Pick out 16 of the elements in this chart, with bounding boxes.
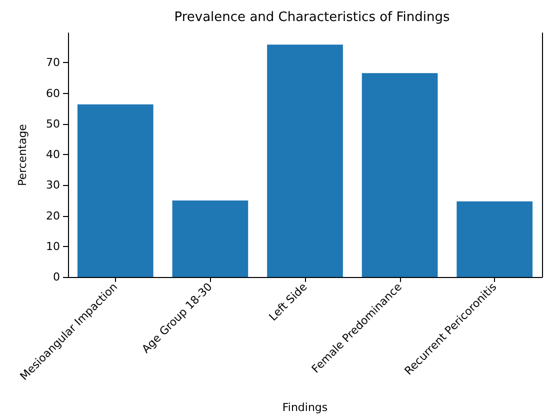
x-axis-title: Findings <box>282 401 328 414</box>
bar <box>77 104 154 277</box>
y-tick-label: 60 <box>46 86 60 100</box>
bar <box>456 201 533 277</box>
y-tick-label: 70 <box>46 56 60 70</box>
y-axis-title: Percentage <box>16 124 29 186</box>
y-tick-label: 0 <box>53 270 60 284</box>
y-tick-label: 30 <box>46 178 60 192</box>
y-tick-label: 50 <box>46 117 60 130</box>
bar <box>267 44 343 277</box>
y-tick-label: 10 <box>46 240 60 253</box>
y-tick-label: 20 <box>46 209 60 222</box>
bar <box>172 200 248 277</box>
y-tick-label: 40 <box>46 148 60 162</box>
chart-title: Prevalence and Characteristics of Findings <box>174 10 450 25</box>
bar <box>362 73 438 277</box>
